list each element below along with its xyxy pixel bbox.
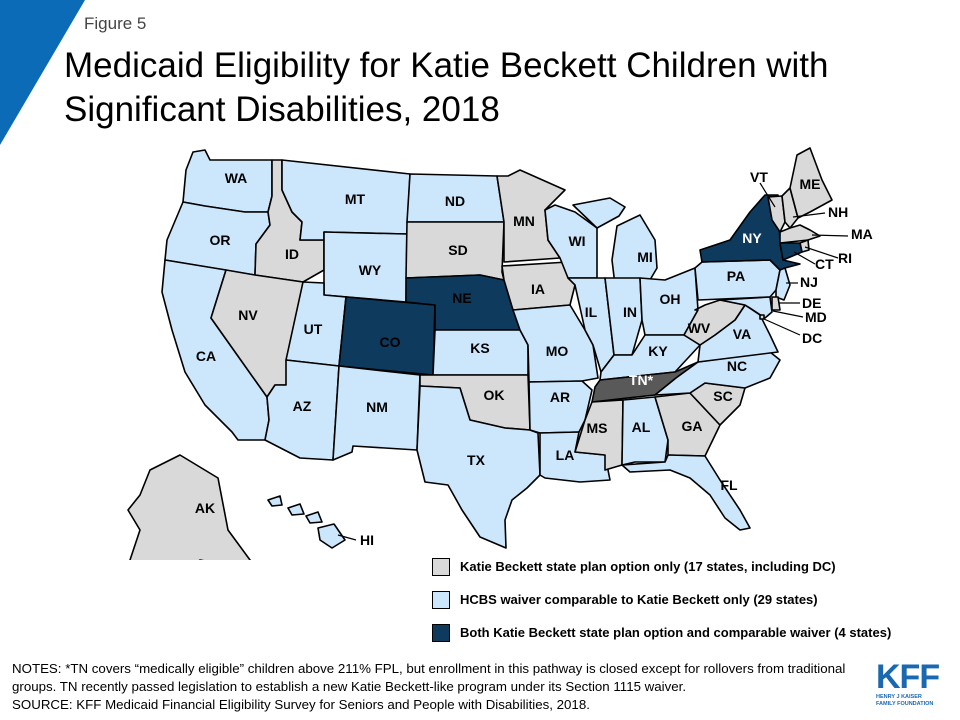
legend-label-both: Both Katie Beckett state plan option and… (460, 625, 892, 640)
state-label-ID: ID (285, 246, 299, 262)
state-label-OR: OR (210, 232, 231, 248)
state-label-CO: CO (380, 334, 401, 350)
state-MA[interactable] (779, 224, 821, 244)
state-DE[interactable] (771, 296, 781, 311)
state-label-AZ: AZ (293, 398, 312, 414)
state-MD[interactable] (719, 296, 773, 319)
state-label-UT: UT (304, 321, 323, 337)
source-text: SOURCE: KFF Medicaid Financial Eligibili… (12, 697, 590, 712)
state-label-MA: MA (851, 226, 873, 242)
state-label-IN: IN (623, 304, 637, 320)
state-TX[interactable] (416, 385, 541, 549)
state-label-AK: AK (195, 500, 215, 516)
callout-lines (337, 182, 849, 541)
state-label-CT: CT (815, 256, 834, 272)
state-ME[interactable] (789, 147, 833, 219)
state-FL[interactable] (621, 454, 751, 531)
state-label-GA: GA (682, 418, 703, 434)
state-label-WA: WA (225, 170, 248, 186)
state-label-IL: IL (585, 304, 598, 320)
state-AR[interactable] (528, 380, 593, 434)
state-label-NV: NV (238, 307, 258, 323)
legend-swatch-both (432, 624, 450, 642)
state-NJ[interactable] (775, 267, 791, 301)
state-label-WI: WI (568, 233, 585, 249)
state-LA[interactable] (539, 431, 611, 483)
state-label-TX: TX (467, 452, 486, 468)
state-label-VA: VA (733, 326, 751, 342)
corner-accent (0, 0, 85, 145)
figure-label: Figure 5 (84, 14, 147, 33)
state-label-PA: PA (727, 268, 745, 284)
state-label-IA: IA (531, 281, 545, 297)
state-IN[interactable] (604, 277, 643, 356)
state-label-RI: RI (838, 250, 852, 266)
state-label-DC: DC (802, 330, 822, 346)
state-label-HI: HI (360, 532, 374, 548)
state-label-NJ: NJ (800, 274, 818, 290)
state-label-WV: WV (688, 320, 711, 336)
legend-label-state-plan: Katie Beckett state plan option only (17… (460, 559, 836, 574)
state-label-ND: ND (445, 193, 465, 209)
state-label-OH: OH (660, 291, 681, 307)
state-label-KY: KY (648, 343, 668, 359)
logo-mark: KFF (876, 658, 940, 696)
page-title: Medicaid Eligibility for Katie Beckett C… (64, 46, 829, 129)
state-CT[interactable] (779, 242, 803, 261)
state-label-AR: AR (550, 389, 570, 405)
state-label-MD: MD (805, 309, 827, 325)
logo-line1: HENRY J KAISER (876, 694, 922, 700)
state-label-MO: MO (546, 343, 569, 359)
state-MO[interactable] (512, 304, 599, 383)
state-label-ME: ME (800, 176, 821, 192)
footnotes: NOTES: *TN covers “medically eligible” c… (12, 660, 874, 714)
state-label-NE: NE (452, 290, 471, 306)
state-label-CA: CA (196, 348, 216, 364)
kff-logo: KFF HENRY J KAISER FAMILY FOUNDATION (876, 660, 950, 712)
state-AK[interactable] (127, 454, 290, 560)
state-label-MT: MT (345, 191, 366, 207)
state-label-SC: SC (713, 388, 732, 404)
state-VT[interactable] (767, 195, 786, 233)
state-label-MS: MS (587, 420, 608, 436)
legend-swatch-state-plan (432, 558, 450, 576)
state-label-VT: VT (750, 169, 768, 185)
state-label-SD: SD (448, 242, 467, 258)
state-label-NC: NC (727, 358, 747, 374)
legend-label-hcbs: HCBS waiver comparable to Katie Beckett … (460, 592, 818, 607)
state-label-LA: LA (556, 447, 575, 463)
state-label-TN: TN* (629, 372, 654, 388)
state-WV[interactable] (683, 299, 746, 346)
state-label-MN: MN (513, 213, 535, 229)
state-label-FL: FL (720, 477, 738, 493)
state-label-AL: AL (632, 419, 651, 435)
state-DC[interactable] (759, 314, 765, 320)
state-label-NH: NH (828, 204, 848, 220)
notes-text: NOTES: *TN covers “medically eligible” c… (12, 661, 846, 694)
state-HI[interactable] (267, 495, 346, 549)
legend-swatch-hcbs (432, 591, 450, 609)
state-label-OK: OK (484, 387, 505, 403)
state-MI[interactable] (572, 197, 658, 286)
state-label-WY: WY (359, 262, 382, 278)
state-label-NY: NY (742, 230, 762, 246)
us-map: WA OR CA ID NV MT WY UT AZ CO NM ND SD NE KS OK TX MN IA MO… (127, 147, 873, 560)
state-NH[interactable] (781, 187, 799, 229)
state-labels: WA OR CA ID NV MT WY UT AZ CO NM ND SD NE KS OK TX MN IA MO… (195, 169, 873, 548)
logo-line2: FAMILY FOUNDATION (876, 700, 934, 707)
state-label-KS: KS (470, 340, 489, 356)
state-label-DE: DE (802, 295, 821, 311)
state-label-NM: NM (366, 399, 388, 415)
state-label-MI: MI (637, 249, 653, 265)
